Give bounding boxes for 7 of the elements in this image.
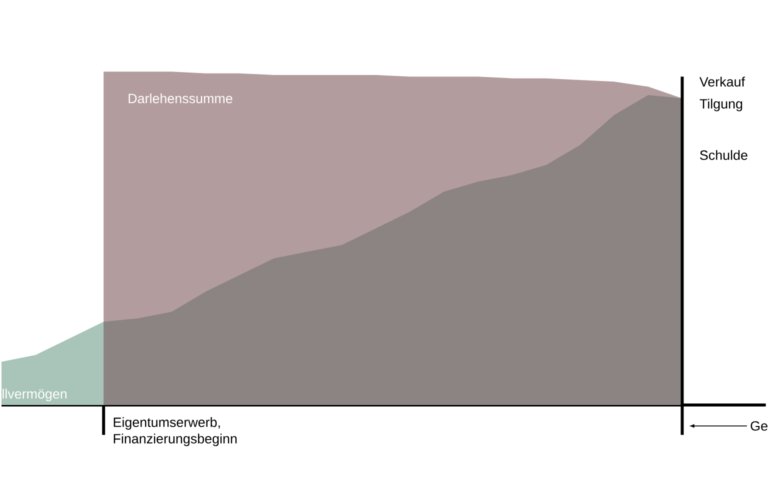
annotation: Darlehenssumme: [128, 94, 232, 104]
text: Tilgung: [700, 98, 742, 112]
text: Eigentumserwerb, Finanzierungsbeginn: [114, 417, 237, 446]
text: Ge: [750, 421, 768, 431]
text: Verkauf: [699, 76, 745, 87]
text: Schulde: [700, 150, 748, 160]
annotation: llvermögen: [2, 388, 67, 402]
